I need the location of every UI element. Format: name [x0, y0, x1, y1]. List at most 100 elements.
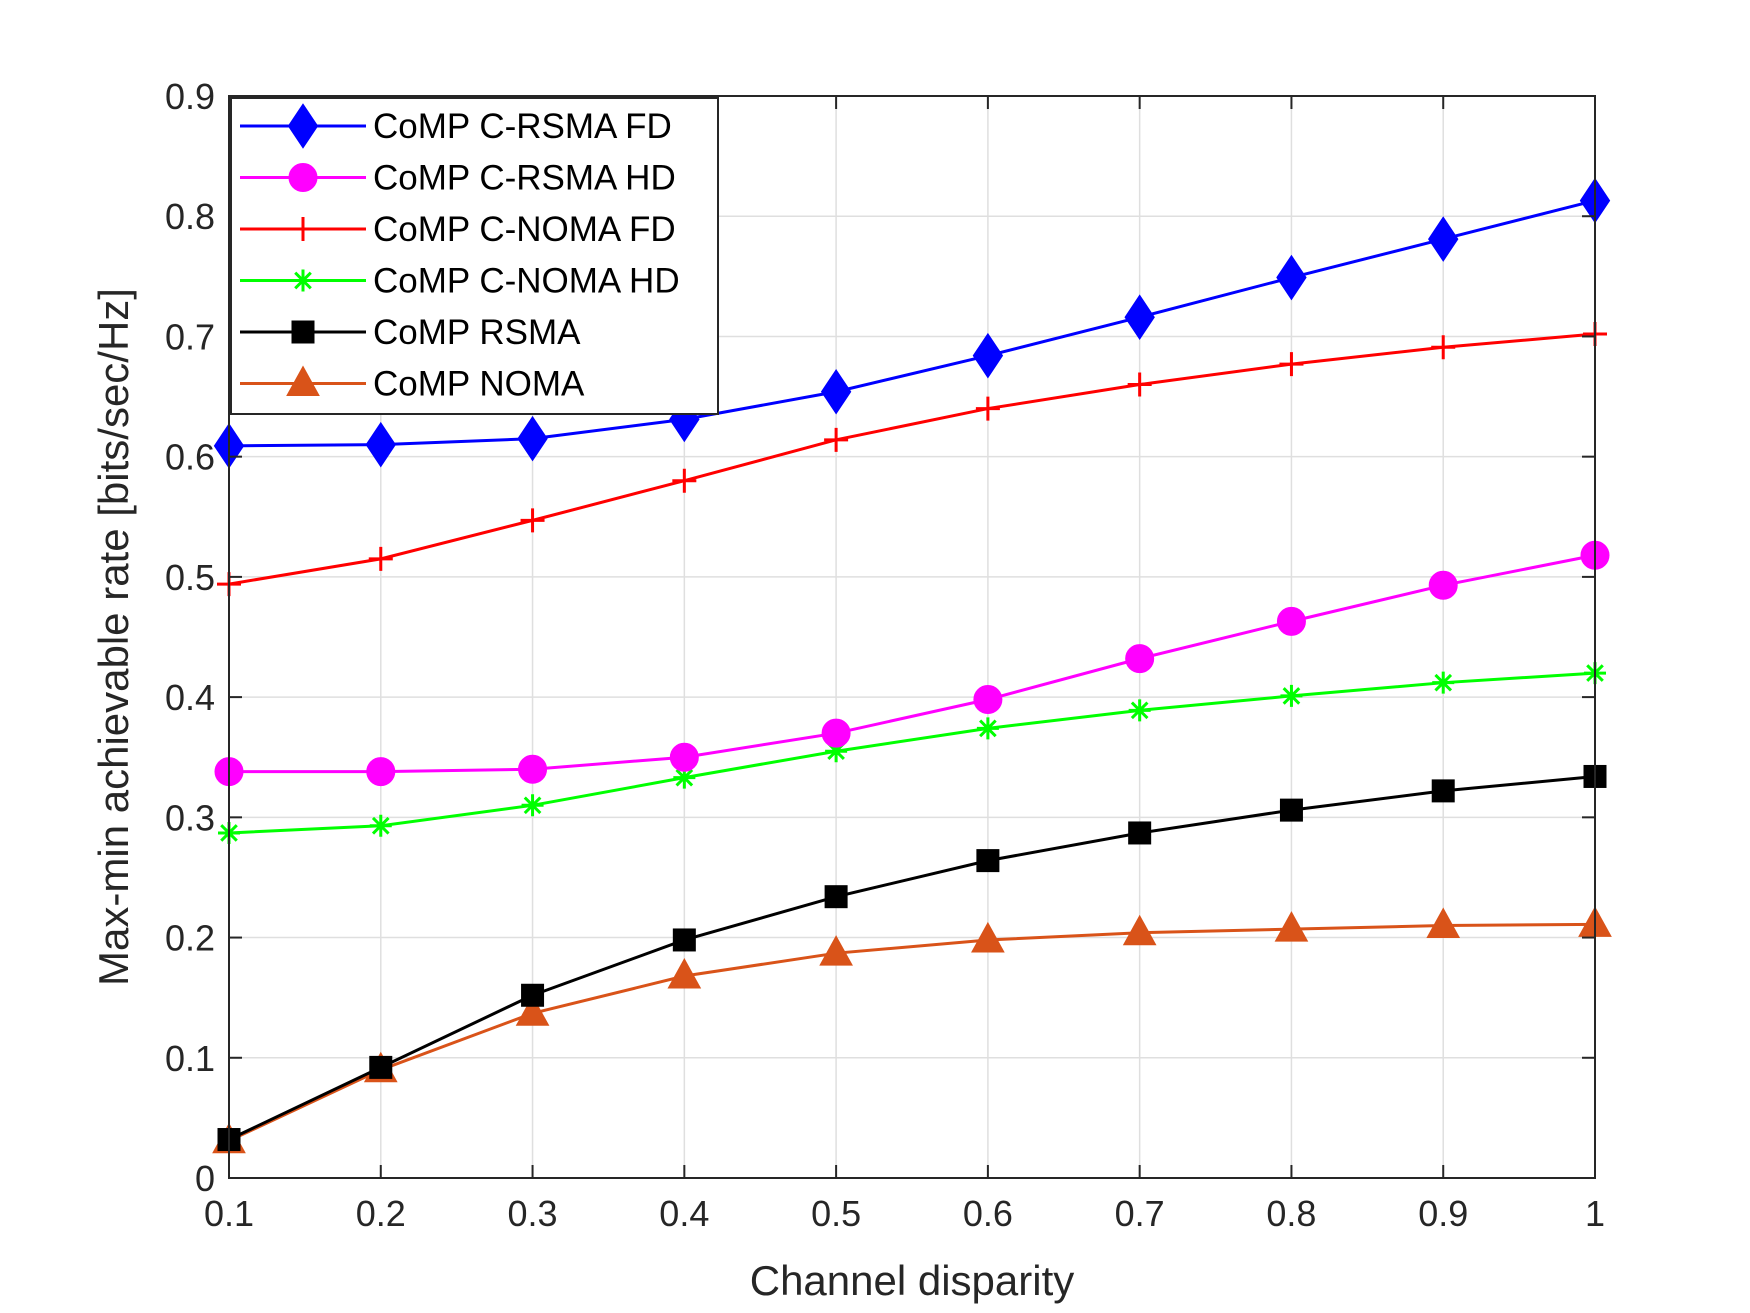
legend-label: CoMP C-NOMA HD [373, 262, 680, 301]
data-point [1428, 570, 1458, 600]
data-point [972, 332, 1004, 379]
x-tick-label: 0.3 [508, 1193, 558, 1234]
series-line [228, 332, 1596, 586]
data-point [824, 427, 849, 452]
data-point [1432, 671, 1455, 694]
series-line [229, 553, 1596, 774]
legend-marker [288, 163, 318, 192]
data-point [369, 814, 392, 837]
series-comp-c-rsma-hd [214, 540, 1610, 787]
x-tick-label: 0.4 [659, 1193, 709, 1234]
legend-entry: CoMP RSMA [240, 313, 581, 352]
y-tick-label: 0.5 [165, 557, 215, 598]
data-point [365, 421, 396, 468]
legend-label: CoMP RSMA [373, 313, 581, 352]
legend-label: CoMP NOMA [373, 365, 585, 404]
data-point [667, 957, 702, 989]
y-tick-label: 0.9 [165, 76, 215, 117]
data-point [1276, 254, 1307, 301]
data-point [672, 928, 696, 952]
data-point [1122, 914, 1157, 946]
x-tick-label: 0.6 [963, 1193, 1013, 1234]
data-point [975, 396, 1000, 421]
data-point [521, 794, 544, 817]
x-tick-label: 0.5 [811, 1193, 861, 1234]
data-point [976, 849, 1000, 873]
data-point [1124, 294, 1155, 341]
y-axis-title: Max-min achievable rate [bits/sec/Hz] [90, 288, 137, 986]
x-tick-label: 0.7 [1115, 1193, 1165, 1234]
legend-marker [292, 269, 314, 292]
legend-marker [291, 217, 315, 241]
data-point [1279, 352, 1304, 377]
x-tick-label: 0.2 [356, 1193, 406, 1234]
legend-label: CoMP C-RSMA HD [373, 159, 676, 198]
data-point [1276, 606, 1306, 636]
series-line [228, 774, 1596, 1141]
x-tick-label: 0.1 [204, 1193, 254, 1234]
y-tick-label: 0 [195, 1158, 215, 1199]
data-point [673, 766, 696, 789]
y-tick-label: 0.7 [165, 316, 215, 357]
legend-entry: CoMP C-RSMA HD [240, 159, 676, 198]
data-point [520, 508, 545, 533]
data-point [366, 757, 396, 787]
y-tick-label: 0.3 [165, 797, 215, 838]
plot-frame [228, 95, 1596, 1179]
data-point [369, 1055, 393, 1079]
data-point [1125, 644, 1155, 674]
data-point [821, 718, 851, 748]
x-tick-label: 1 [1585, 1193, 1605, 1234]
legend-label: CoMP C-NOMA FD [373, 210, 676, 249]
data-point [521, 983, 545, 1007]
data-point [1431, 779, 1455, 803]
legend-marker [286, 365, 320, 396]
legend-entry: CoMP NOMA [240, 365, 585, 404]
legend-entry: CoMP C-RSMA FD [240, 103, 672, 149]
axes: 0.1 0.2 0.3 0.4 0.5 0.6 0.7 0.8 0.9 100.10.20.30.… [165, 76, 1605, 1234]
data-point [1431, 335, 1456, 360]
y-tick-label: 0.2 [165, 918, 215, 959]
data-point [518, 754, 548, 784]
data-point [976, 717, 999, 740]
legend-entry: CoMP C-NOMA HD [240, 262, 680, 301]
series-line [228, 199, 1596, 448]
series-line [228, 922, 1596, 1143]
y-tick-label: 0.1 [165, 1038, 215, 1079]
data-point [368, 546, 393, 571]
grid [228, 95, 1596, 1179]
data-point [1128, 821, 1152, 845]
data-point [669, 742, 699, 772]
data-point [1428, 216, 1459, 262]
y-tick-label: 0.4 [165, 677, 215, 718]
data-point [1274, 911, 1309, 942]
data-point [820, 368, 852, 415]
data-point [515, 995, 550, 1026]
series-layer [212, 177, 1612, 1154]
series-comp-rsma [217, 764, 1607, 1152]
data-point [824, 885, 848, 909]
legend-box [230, 97, 719, 415]
x-tick-label: 0.8 [1266, 1193, 1316, 1234]
legend-entry: CoMP C-NOMA FD [240, 210, 676, 249]
y-tick-label: 0.8 [165, 196, 215, 237]
data-point [517, 415, 548, 462]
legend-label: CoMP C-RSMA FD [373, 107, 672, 146]
legend: CoMP C-RSMA FD CoMP C-RSMA HD CoMP C-NOMA … [230, 97, 719, 415]
data-point [1279, 798, 1303, 822]
data-point [1426, 907, 1461, 939]
data-point [1128, 699, 1151, 722]
series-line [228, 671, 1596, 835]
legend-marker [287, 103, 319, 149]
data-point [971, 921, 1005, 953]
data-point [819, 935, 853, 966]
data-point [672, 468, 697, 493]
y-tick-label: 0.6 [165, 437, 215, 478]
data-point [825, 740, 848, 763]
x-tick-label: 0.9 [1418, 1193, 1468, 1234]
data-point [1127, 372, 1152, 397]
data-point [973, 685, 1003, 715]
data-point [1280, 684, 1303, 707]
legend-marker [291, 320, 315, 344]
